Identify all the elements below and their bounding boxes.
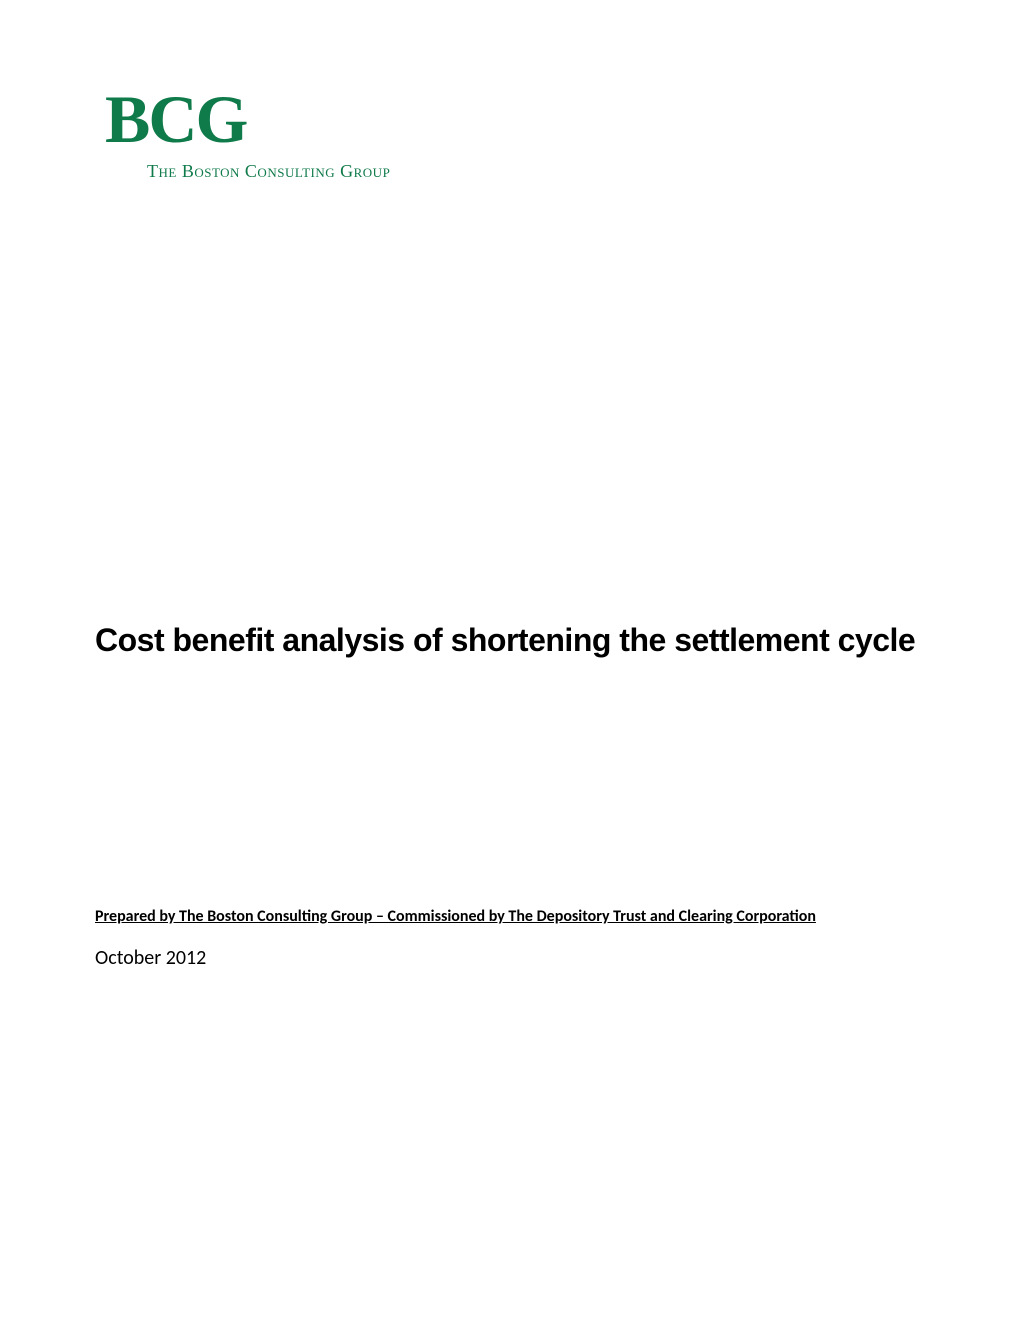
prepared-by-text: Prepared by The Boston Consulting Group … bbox=[95, 907, 925, 928]
logo-text: BCG bbox=[105, 85, 925, 153]
document-page: BCG The Boston Consulting Group Cost ben… bbox=[0, 0, 1020, 1320]
logo-container: BCG The Boston Consulting Group bbox=[105, 85, 925, 182]
document-date: October 2012 bbox=[95, 946, 925, 970]
prepared-by-section: Prepared by The Boston Consulting Group … bbox=[95, 907, 925, 970]
logo-subtitle: The Boston Consulting Group bbox=[147, 161, 925, 182]
document-title: Cost benefit analysis of shortening the … bbox=[95, 622, 925, 659]
